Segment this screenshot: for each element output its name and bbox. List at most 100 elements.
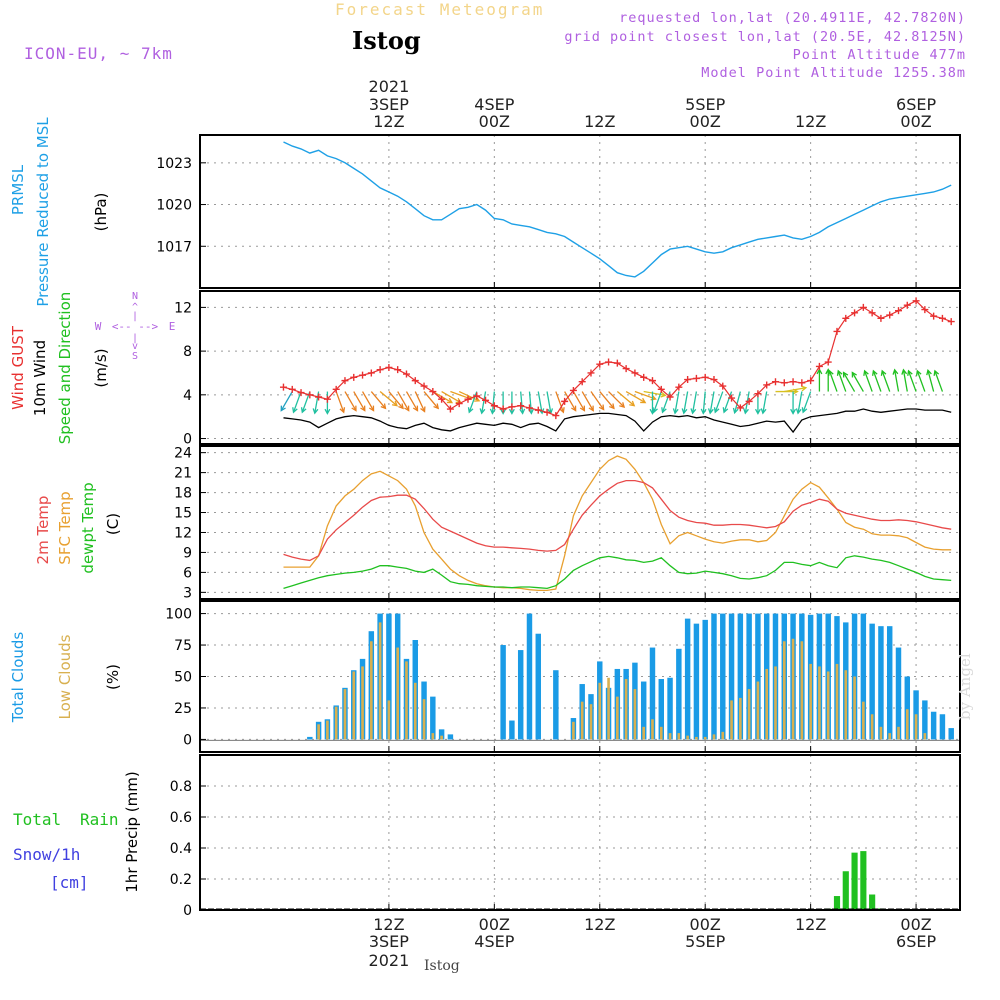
footer-station: Istog [424, 958, 460, 974]
wind-arrow-head [629, 400, 636, 407]
gust-point [605, 358, 613, 366]
top-time-label: 12Z [373, 112, 404, 131]
total-cloud-bar [702, 619, 708, 740]
wind-arrow-shaft [916, 370, 926, 392]
panel-frame [199, 290, 961, 445]
gust-point [903, 301, 911, 309]
gust-point [666, 393, 674, 401]
low-cloud-bar [774, 666, 777, 740]
gust-point [701, 373, 709, 381]
wind-arrow-shaft [481, 391, 487, 414]
gust-point [446, 405, 454, 413]
gust-point [279, 383, 287, 391]
top-date-label: 5SEP [685, 95, 725, 114]
wind-arrow-head [722, 407, 729, 414]
low-cloud-bar [668, 733, 672, 740]
total-cloud-bar [517, 650, 524, 740]
wind-arrow-shaft [590, 391, 605, 410]
gust-point [754, 390, 762, 398]
wind-arrow-head [842, 371, 849, 378]
wind-arrow-head [661, 407, 667, 414]
compass-e: E [169, 320, 176, 333]
wind-arrow-head [907, 369, 913, 376]
top-time-label: 00Z [479, 112, 510, 131]
low-cloud-bar [616, 696, 619, 740]
pressure-ylabel-unit: (hPa) [92, 193, 110, 232]
pressure-ylabel-prmsl: PRMSL [9, 164, 27, 215]
wind-arrow-shaft [828, 370, 838, 392]
wind-arrow-head [690, 408, 697, 415]
total-cloud-bar [438, 729, 445, 740]
gust-point [640, 373, 648, 381]
total-cloud-bar [720, 613, 726, 740]
y-tick-label: 8 [183, 344, 192, 360]
low-cloud-bar [651, 719, 654, 740]
gust-point [648, 377, 656, 385]
gust-point [596, 360, 604, 368]
bottom-time-label: 00Z [900, 915, 931, 934]
y-tick-label: 12 [174, 525, 192, 541]
rain-bar [833, 896, 841, 910]
total-cloud-bar [658, 679, 664, 740]
wind-arrow-head [743, 408, 749, 415]
wind-arrow-head [892, 368, 899, 375]
low-cloud-bar [791, 638, 795, 740]
forecast-title: Forecast Meteogram [335, 0, 545, 19]
wind-arrow-head [836, 369, 843, 376]
gust-point [877, 314, 885, 322]
wind-arrow-shaft [691, 391, 698, 414]
gust-point [288, 385, 296, 393]
wind-arrow-shaft [458, 390, 480, 402]
compass-n: N [132, 291, 138, 302]
point-altitude: Point Altitude 477m [792, 47, 966, 63]
gust-point [297, 389, 305, 397]
gust-point [394, 366, 402, 374]
grid-point-location: grid point closest lon,lat (20.5E, 42.81… [564, 29, 966, 45]
gust-point [894, 307, 902, 315]
wind-arrow-shaft [881, 370, 891, 392]
temp-ylabel-unit: (C) [104, 513, 122, 535]
wind-arrow-head [609, 403, 615, 410]
bottom-time-label: 00Z [690, 915, 721, 934]
wind-arrow-head [391, 400, 399, 407]
low-cloud-bar [343, 689, 347, 740]
wind-arrow-shaft [784, 387, 807, 393]
y-tick-label: 1023 [156, 156, 192, 172]
y-tick-label: 0.2 [170, 872, 192, 888]
wind-arrow-shaft [397, 391, 410, 411]
wind-arrow-head [801, 407, 808, 414]
gust-point [675, 383, 683, 391]
low-cloud-bar [580, 701, 584, 740]
low-cloud-bar [862, 701, 865, 740]
top-time-label: 00Z [900, 112, 931, 131]
bottom-year-label: 2021 [369, 951, 410, 970]
compass-n-arrow: ^ [132, 302, 138, 313]
gust-point [771, 378, 779, 386]
gust-point [350, 373, 358, 381]
total-cloud-bar [684, 618, 691, 740]
gust-point [376, 366, 384, 374]
wind-arrow-shaft [581, 391, 594, 411]
y-tick-label: 0.4 [170, 841, 192, 857]
low-cloud-bar [431, 733, 435, 740]
bottom-date-label: 3SEP [369, 932, 409, 951]
wind-arrow-head [412, 405, 419, 412]
wind-arrow-shaft [661, 391, 671, 413]
wind-arrow-shaft [714, 391, 724, 413]
low-cloud-bar [888, 733, 892, 740]
gust-point [385, 364, 393, 371]
rain-bar [851, 852, 858, 910]
wind-arrow-shaft [851, 372, 864, 392]
total-cloud-bar [676, 648, 682, 740]
y-tick-label: 6 [183, 565, 192, 581]
gust-point [543, 408, 551, 416]
total-cloud-bar [737, 613, 744, 740]
low-cloud-bar [405, 661, 408, 740]
wind-arrow-head [754, 408, 761, 415]
gust-point [912, 297, 920, 305]
low-cloud-bar [897, 726, 900, 740]
wind-arrow-shaft [335, 391, 345, 413]
gust-point [684, 376, 692, 384]
gust-point [710, 376, 718, 384]
wind-arrow-head [700, 408, 707, 415]
